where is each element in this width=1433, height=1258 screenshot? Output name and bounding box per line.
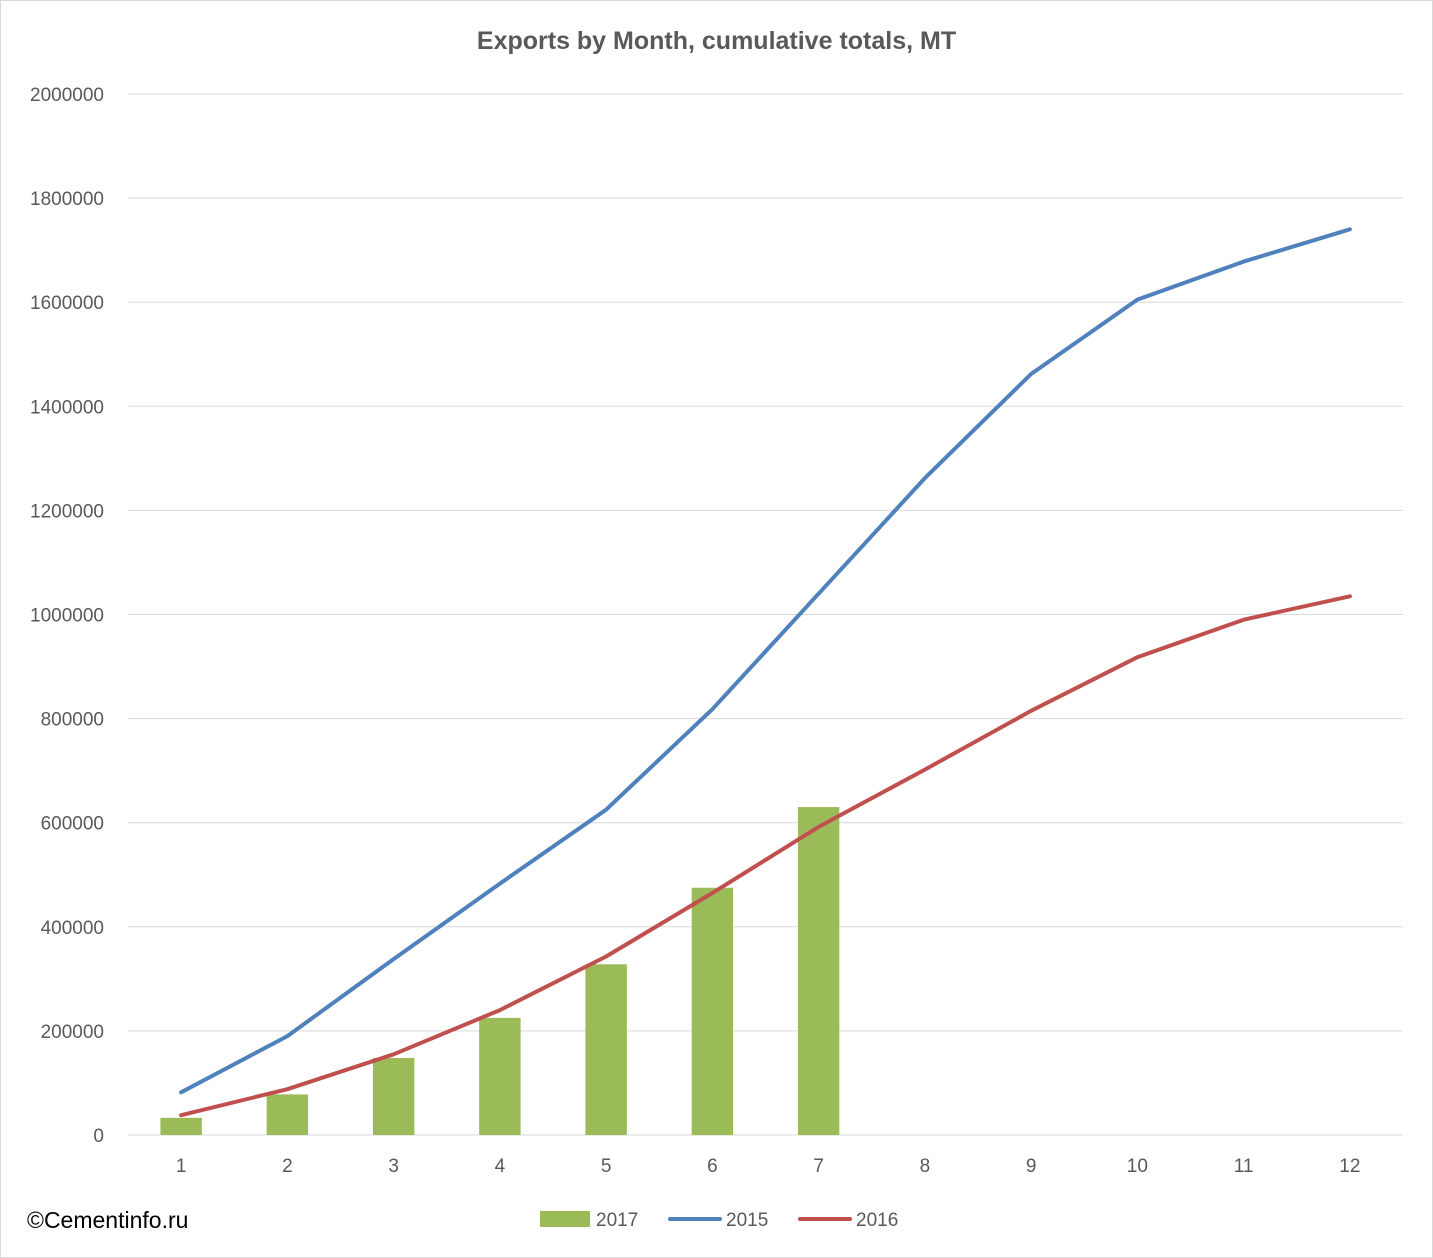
y-tick-label: 400000 [41,918,104,939]
legend-swatch-2017 [540,1211,590,1227]
x-tick-label: 8 [920,1156,931,1177]
bar-2017-6 [691,887,734,1135]
x-tick-label: 1 [176,1156,187,1177]
bar-2017-7 [797,807,840,1135]
x-tick-label: 4 [495,1156,506,1177]
x-tick-label: 3 [388,1156,399,1177]
x-tick-label: 9 [1026,1156,1037,1177]
x-tick-label: 6 [707,1156,718,1177]
source-credit: ©Cementinfo.ru [27,1207,189,1233]
chart-title: Exports by Month, cumulative totals, MT [476,27,957,55]
x-tick-label: 11 [1234,1156,1254,1177]
gridlines [128,93,1403,1136]
line-2016 [179,594,1352,1118]
line-series [179,227,1352,1118]
x-tick-label: 7 [813,1156,824,1177]
y-tick-label: 1800000 [30,189,104,210]
legend: 2017 2015 2016 [540,1210,898,1231]
y-tick-label: 1600000 [30,293,104,314]
bar-series [160,807,840,1135]
y-tick-label: 600000 [41,814,104,835]
bar-2017-3 [372,1057,415,1135]
y-tick-label: 1200000 [30,501,104,522]
y-tick-label: 1400000 [30,397,104,418]
legend-label-2017: 2017 [596,1210,638,1231]
bar-2017-4 [479,1017,521,1135]
bar-2017-1 [160,1117,202,1135]
x-tick-label: 12 [1339,1156,1360,1177]
y-tick-label: 800000 [41,710,104,731]
legend-label-2015: 2015 [726,1210,768,1231]
bar-2017-2 [266,1094,309,1135]
y-tick-label: 1000000 [30,606,104,627]
x-tick-label: 10 [1127,1156,1148,1177]
x-tick-label: 5 [601,1156,612,1177]
line-2015 [179,227,1352,1095]
y-tick-label: 200000 [41,1022,104,1043]
x-tick-label: 2 [282,1156,293,1177]
x-axis-tick-labels: 1 2 3 4 5 6 7 8 9 10 11 12 [176,1156,1361,1177]
bar-2017-5 [585,964,627,1135]
legend-label-2016: 2016 [856,1210,898,1231]
y-tick-label: 2000000 [30,85,104,106]
y-axis-tick-labels: 0 200000 400000 600000 800000 1000000 1200000 1… [30,85,104,1147]
y-tick-label: 0 [93,1126,104,1147]
